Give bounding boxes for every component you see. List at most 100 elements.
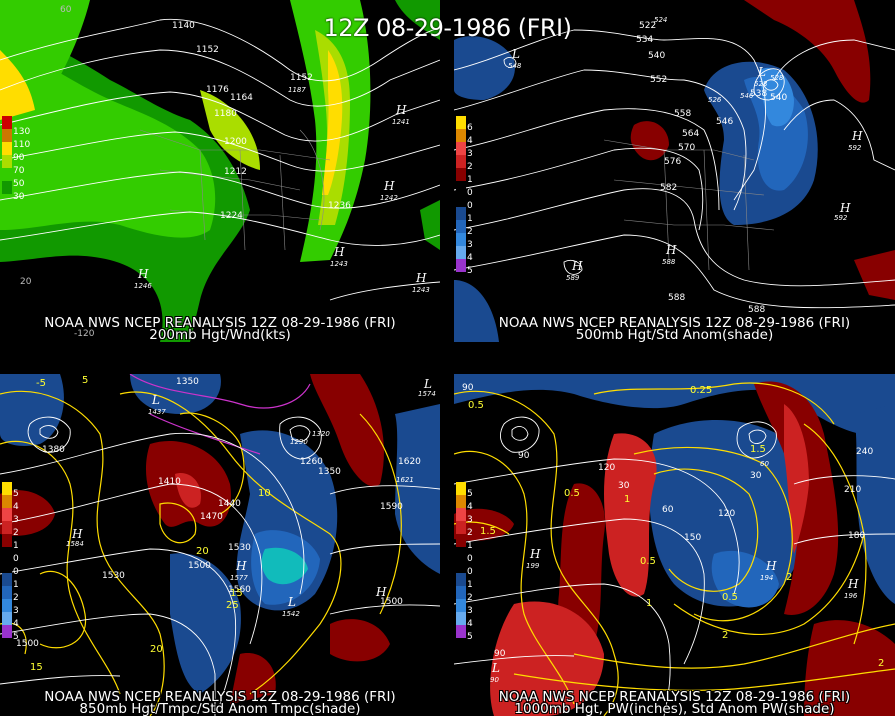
high-value: 1246: [134, 282, 152, 290]
high-value: 199: [526, 562, 540, 570]
anom-red-center: [630, 121, 669, 161]
contour-label: 1212: [224, 167, 247, 177]
freezing-contours: [129, 374, 311, 455]
caption-field: 850mb Hgt/Tmpc/Std Anom Tmpc(shade): [79, 701, 361, 716]
high-letter: H: [383, 179, 395, 193]
contour-label: 582: [660, 183, 677, 193]
pw-label: 1: [624, 494, 630, 505]
contour-label: 180: [848, 531, 865, 541]
contour-label: 528: [770, 74, 784, 82]
contour-label: 120: [598, 463, 615, 473]
contour-label: 30: [750, 471, 762, 481]
contour-label: 30: [618, 481, 630, 491]
jet-shade-west-inner: [0, 40, 216, 238]
caption-field: 500mb Hgt/Std Anom(shade): [575, 327, 774, 342]
anom-red-se: [854, 250, 895, 300]
panel-500mb: 522 534 540 552 558 564 570 576 582 588 …: [454, 0, 895, 342]
high-letter: H: [137, 267, 149, 281]
high-value: 1584: [66, 540, 84, 548]
anomaly-legend: [456, 482, 466, 638]
jet-shade-right: [395, 0, 440, 40]
contour-label: 1380: [42, 445, 65, 455]
contour-label: 546: [716, 117, 733, 127]
contour-label: 1236: [328, 201, 351, 211]
contour-label: 1410: [158, 477, 181, 487]
high-value: 1241: [392, 118, 410, 126]
high-value: 589: [566, 274, 580, 282]
low-letter: L: [491, 661, 500, 675]
anom-red-east: [754, 381, 839, 615]
pw-label: 0.5: [468, 400, 484, 411]
contour-label: 240: [856, 447, 873, 457]
temp-label: 25: [226, 600, 239, 611]
contour-label: 90: [494, 649, 506, 659]
contour-label: 1470: [200, 512, 223, 522]
high-letter: H: [415, 271, 427, 285]
low-value: 90: [490, 676, 499, 684]
contour-label: 1187: [288, 86, 306, 94]
pw-label: 2: [786, 572, 792, 583]
map-200mb-canvas: 1140 1152 1176 1164 1180 1200 1212 1224 …: [0, 0, 440, 342]
low-value: 528: [754, 80, 768, 88]
lon-label: -120: [74, 329, 95, 339]
high-letter: H: [375, 585, 387, 599]
contour-label: 576: [664, 157, 681, 167]
temp-label: 15: [230, 588, 243, 599]
low-markers: L 1574 L 1542 L 1437: [148, 377, 436, 618]
high-value: 194: [760, 574, 773, 582]
pw-label: 0.5: [640, 556, 656, 567]
contour-label: 1530: [102, 571, 125, 581]
map-500mb-canvas: 522 534 540 552 558 564 570 576 582 588 …: [454, 0, 895, 342]
pw-label: 1.5: [750, 444, 766, 455]
anomaly-legend: [456, 116, 466, 272]
contour-label: 540: [648, 51, 665, 61]
low-letter: L: [757, 65, 766, 79]
contour-label: 1500: [380, 597, 403, 607]
temp-label: 5: [82, 375, 88, 386]
panel-850mb: 1350 1380 1410 1440 1470 1500 1530 1530 …: [0, 374, 440, 716]
anom-red-se: [804, 620, 895, 716]
high-markers: H 199 H 194 H 196: [526, 547, 859, 600]
anom-red-west: [454, 508, 514, 541]
contour-label: 1200: [224, 137, 247, 147]
contour-labels: 90 120 60 30 150 180 210 240 90 90 120 3…: [462, 383, 873, 659]
anom-blue-nw: [454, 36, 515, 100]
contour-label: 90: [462, 383, 474, 393]
temp-label: 10: [258, 488, 271, 499]
contour-label: 564: [682, 129, 699, 139]
anomaly-legend: [2, 482, 12, 638]
anom-blue-right: [854, 404, 895, 604]
anom-blue-right: [395, 404, 440, 574]
pw-label: 0.5: [722, 592, 738, 603]
anom-red-center2: [558, 483, 605, 649]
contour-label: 540: [770, 93, 787, 103]
anom-red-south: [490, 601, 604, 716]
contour-label: 1350: [318, 467, 341, 477]
high-letter: H: [395, 103, 407, 117]
temperature-labels: 5 10 15 20 20 15 25 -5: [30, 375, 271, 673]
contour-label: 1500: [16, 639, 39, 649]
anom-blue-center2: [711, 550, 779, 608]
anom-blue-ne-core: [759, 67, 794, 127]
high-value: 1577: [230, 574, 248, 582]
high-letter: H: [851, 129, 863, 143]
low-value: 1542: [282, 610, 300, 618]
contour-label: 1500: [188, 561, 211, 571]
contour-label: 588: [748, 305, 765, 315]
contour-label: 588: [668, 293, 685, 303]
high-letter: H: [71, 527, 83, 541]
anom-cyan-core: [261, 547, 308, 585]
contour-label: 534: [636, 35, 653, 45]
panel-200mb: 1140 1152 1176 1164 1180 1200 1212 1224 …: [0, 0, 440, 342]
contour-label: 1180: [214, 109, 237, 119]
height-contours: [454, 416, 895, 716]
high-letter: H: [765, 559, 777, 573]
high-value: 196: [844, 592, 858, 600]
jet-core-east: [322, 50, 343, 195]
page-title: 12Z 08-29-1986 (FRI): [323, 14, 573, 42]
pw-label: 0.25: [690, 385, 712, 396]
high-markers: H 592 H 592 H 589 H 588: [566, 129, 863, 282]
anom-blue-n: [130, 374, 221, 414]
